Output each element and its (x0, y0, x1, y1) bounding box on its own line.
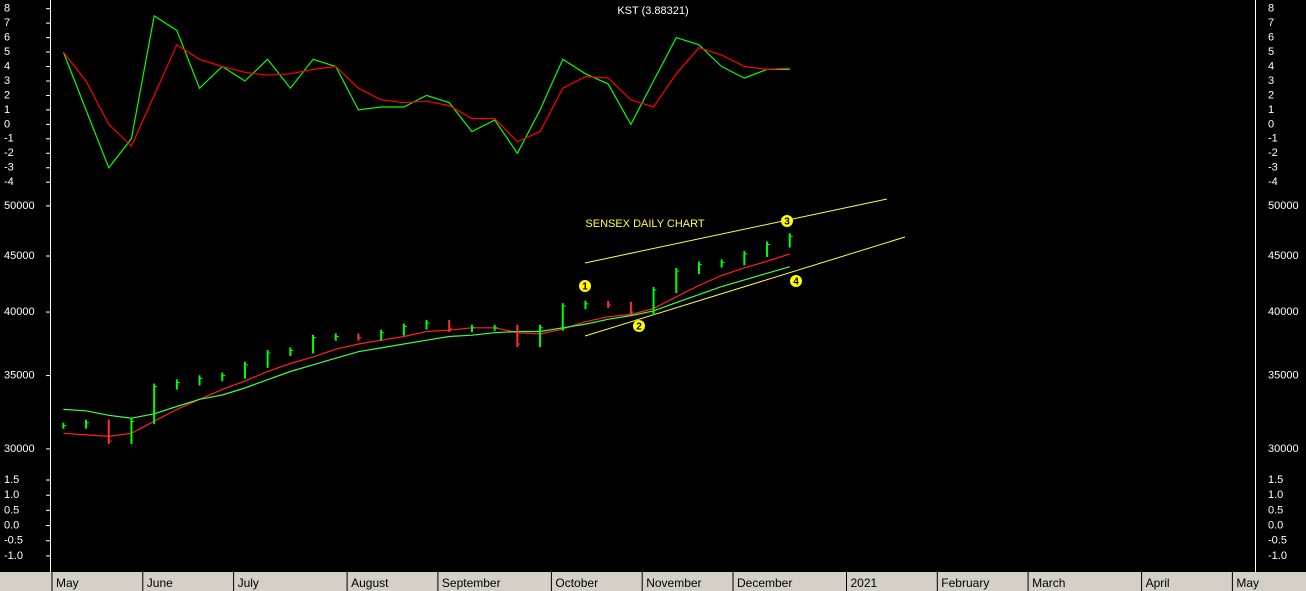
y-tick-label: -0.5 (4, 535, 23, 547)
line-series (63, 253, 790, 438)
annotation-label: 2 (636, 322, 642, 333)
y-tick-label: 2 (4, 89, 10, 101)
x-tick-label: March (1032, 576, 1065, 590)
y-tick-label: 5 (1268, 46, 1274, 58)
y-tick-label: 4 (1268, 60, 1274, 72)
y-tick-label: -0.5 (1268, 535, 1287, 547)
y-tick-label: 40000 (4, 306, 35, 318)
y-tick-label: -1 (1268, 133, 1278, 145)
annotation: 2 (633, 320, 645, 333)
y-tick-label: 0.0 (4, 519, 19, 531)
y-tick-label: -1 (4, 133, 14, 145)
y-tick-label: 30000 (4, 443, 35, 455)
y-tick-label: -2 (1268, 147, 1278, 159)
y-tick-label: 1 (4, 104, 10, 116)
line-series (63, 266, 790, 419)
y-tick-label: 0.0 (1268, 519, 1283, 531)
x-tick-label: September (442, 576, 501, 590)
y-tick-label: -3 (1268, 162, 1278, 174)
y-tick-label: 50000 (1268, 200, 1299, 212)
kst-title: KST (3.88321) (617, 5, 688, 17)
y-tick-label: 1.5 (1268, 474, 1283, 486)
y-tick-label: 8 (4, 3, 10, 15)
y-tick-label: 6 (1268, 32, 1274, 44)
x-tick-label: May (56, 576, 79, 590)
y-tick-label: 1.5 (4, 474, 19, 486)
y-tick-label: 35000 (1268, 369, 1299, 381)
y-tick-label: -4 (1268, 176, 1278, 188)
x-tick-label: 2021 (851, 576, 878, 590)
x-axis-strip (0, 572, 1306, 591)
y-tick-label: 0.5 (1268, 504, 1283, 516)
y-tick-label: 2 (1268, 89, 1274, 101)
y-tick-label: 5 (4, 46, 10, 58)
y-tick-label: -4 (4, 176, 14, 188)
y-tick-label: 3 (4, 75, 10, 87)
y-tick-label: 1.0 (4, 489, 19, 501)
y-tick-label: 6 (4, 32, 10, 44)
x-tick-label: August (351, 576, 389, 590)
annotation-label: 1 (582, 282, 588, 293)
y-tick-label: 40000 (1268, 306, 1299, 318)
x-tick-label: November (646, 576, 701, 590)
y-tick-label: 45000 (1268, 250, 1299, 262)
trendline (584, 236, 906, 337)
x-tick-label: October (555, 576, 598, 590)
price-title: SENSEX DAILY CHART (585, 218, 704, 230)
y-tick-label: -2 (4, 147, 14, 159)
y-tick-label: 30000 (1268, 443, 1299, 455)
y-tick-label: 0.5 (4, 504, 19, 516)
x-tick-label: December (737, 576, 792, 590)
y-tick-label: 7 (4, 17, 10, 29)
annotation: 1 (579, 280, 591, 293)
annotation-label: 4 (793, 277, 799, 288)
y-tick-label: -1.0 (1268, 550, 1287, 562)
x-tick-label: July (238, 576, 259, 590)
trendline (584, 198, 888, 264)
y-tick-label: -1.0 (4, 550, 23, 562)
x-tick-label: June (147, 576, 173, 590)
y-tick-label: 1.0 (1268, 489, 1283, 501)
annotation-label: 3 (784, 217, 790, 228)
y-tick-label: 0 (4, 118, 10, 130)
y-tick-label: 45000 (4, 250, 35, 262)
y-tick-label: 50000 (4, 200, 35, 212)
y-tick-label: 4 (4, 60, 10, 72)
annotation: 4 (790, 275, 802, 288)
y-tick-label: -3 (4, 162, 14, 174)
x-tick-label: April (1146, 576, 1170, 590)
y-tick-label: 1 (1268, 104, 1274, 116)
x-tick-label: May (1236, 576, 1259, 590)
x-tick-label: February (941, 576, 989, 590)
line-series (62, 43, 790, 148)
y-tick-label: 0 (1268, 118, 1274, 130)
y-tick-label: 3 (1268, 75, 1274, 87)
y-tick-label: 35000 (4, 369, 35, 381)
y-tick-label: 8 (1268, 3, 1274, 15)
y-tick-label: 7 (1268, 17, 1274, 29)
annotation: 3 (781, 215, 793, 228)
